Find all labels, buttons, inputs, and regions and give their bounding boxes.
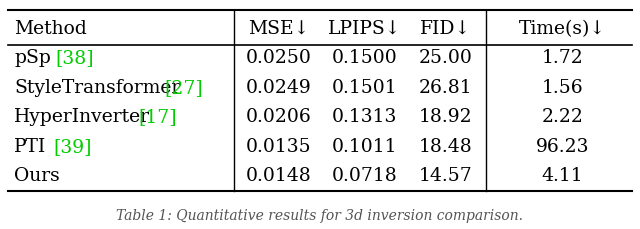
Text: Time(s)↓: Time(s)↓ xyxy=(518,20,605,38)
Text: [17]: [17] xyxy=(138,108,177,126)
Text: 0.0206: 0.0206 xyxy=(246,108,312,126)
Text: HyperInverter: HyperInverter xyxy=(14,108,150,126)
Text: Table 1: Quantitative results for 3d inversion comparison.: Table 1: Quantitative results for 3d inv… xyxy=(116,209,524,223)
Text: MSE↓: MSE↓ xyxy=(248,20,309,38)
Text: pSp: pSp xyxy=(14,49,51,67)
Text: 0.0135: 0.0135 xyxy=(246,138,312,156)
Text: 0.0718: 0.0718 xyxy=(332,167,397,185)
Text: Method: Method xyxy=(14,20,87,38)
Text: PTI: PTI xyxy=(14,138,46,156)
Text: 18.48: 18.48 xyxy=(419,138,473,156)
Text: 1.72: 1.72 xyxy=(541,49,583,67)
Text: 0.0249: 0.0249 xyxy=(246,79,312,97)
Text: [38]: [38] xyxy=(56,49,94,67)
Text: 0.1500: 0.1500 xyxy=(332,49,397,67)
Text: StyleTransformer: StyleTransformer xyxy=(14,79,180,97)
Text: 0.1501: 0.1501 xyxy=(332,79,397,97)
Text: 14.57: 14.57 xyxy=(419,167,473,185)
Text: 2.22: 2.22 xyxy=(541,108,583,126)
Text: 0.0250: 0.0250 xyxy=(246,49,312,67)
Text: [27]: [27] xyxy=(164,79,203,97)
Text: [39]: [39] xyxy=(54,138,92,156)
Text: 0.0148: 0.0148 xyxy=(246,167,312,185)
Text: 0.1011: 0.1011 xyxy=(332,138,397,156)
Text: Ours: Ours xyxy=(14,167,60,185)
Text: 25.00: 25.00 xyxy=(419,49,473,67)
Text: FID↓: FID↓ xyxy=(420,20,472,38)
Text: 96.23: 96.23 xyxy=(536,138,589,156)
Text: 1.56: 1.56 xyxy=(541,79,583,97)
Text: 18.92: 18.92 xyxy=(419,108,473,126)
Text: LPIPS↓: LPIPS↓ xyxy=(328,20,401,38)
Text: 0.1313: 0.1313 xyxy=(332,108,397,126)
Text: 4.11: 4.11 xyxy=(541,167,583,185)
Text: 26.81: 26.81 xyxy=(419,79,473,97)
